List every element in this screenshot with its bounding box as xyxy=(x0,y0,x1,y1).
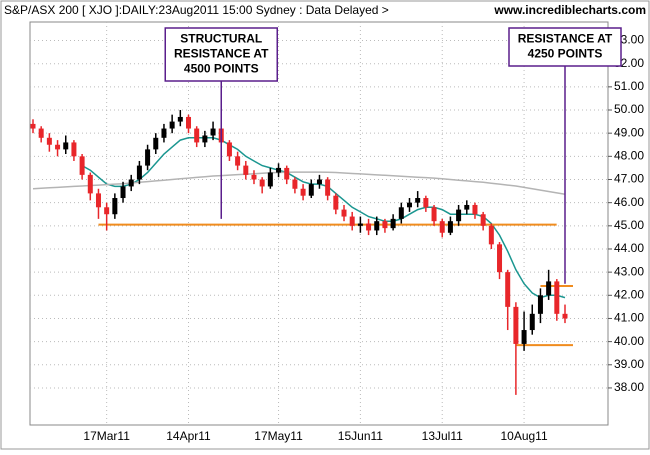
candle-body xyxy=(464,204,470,210)
candle-body xyxy=(521,330,527,344)
candle-body xyxy=(292,179,298,189)
annotation-text: 4250 POINTS xyxy=(528,47,603,61)
candle-body xyxy=(128,179,134,187)
candle-body xyxy=(38,128,44,138)
candle-body xyxy=(423,198,429,208)
candle-body xyxy=(251,174,257,180)
candle-body xyxy=(480,214,486,226)
candle-body xyxy=(546,281,552,296)
y-tick-label: 40.00 xyxy=(614,334,644,348)
candle-body xyxy=(153,137,159,150)
y-tick-label: 44.00 xyxy=(614,241,644,255)
candle-body xyxy=(406,202,412,208)
candle-body xyxy=(186,116,192,129)
candle-body xyxy=(284,167,290,180)
y-tick-label: 45.00 xyxy=(614,218,644,232)
candle-body xyxy=(456,209,462,222)
candle-body xyxy=(554,281,560,314)
candle-body xyxy=(431,207,437,222)
x-tick-label: 13Jul11 xyxy=(422,429,463,443)
source: www.incrediblecharts.com xyxy=(493,3,646,17)
candle-body xyxy=(341,209,347,217)
candle-body xyxy=(226,142,232,157)
candle-body xyxy=(30,123,36,129)
candle-body xyxy=(390,218,396,229)
y-tick-label: 50.00 xyxy=(614,102,644,116)
candle-body xyxy=(136,165,142,180)
candle-body xyxy=(497,244,503,273)
y-tick-label: 51.00 xyxy=(614,79,644,93)
candle-body xyxy=(63,142,69,150)
candle-body xyxy=(112,198,118,215)
candle-body xyxy=(366,223,372,231)
y-tick-label: 38.00 xyxy=(614,380,644,394)
candle-body xyxy=(488,225,494,245)
y-tick-label: 46.00 xyxy=(614,195,644,209)
plot-area xyxy=(29,21,609,426)
candle-body xyxy=(333,195,339,210)
candle-body xyxy=(505,272,511,307)
candle-body xyxy=(161,128,167,138)
annotation-text: STRUCTURAL xyxy=(180,32,262,46)
x-tick-label: 10Aug11 xyxy=(500,429,547,443)
candle-body xyxy=(382,221,388,229)
candle-body xyxy=(145,149,151,166)
candle-body xyxy=(300,188,306,196)
annotation-text: RESISTANCE AT xyxy=(518,32,613,46)
candle-body xyxy=(194,128,200,143)
candle-body xyxy=(210,128,216,136)
x-tick-label: 14Apr11 xyxy=(166,429,211,443)
candle-body xyxy=(95,193,101,208)
chart-title: S&P/ASX 200 [ XJO ]:DAILY:23Aug2011 15:0… xyxy=(4,3,389,17)
candle-body xyxy=(267,172,273,187)
candle-body xyxy=(243,165,249,175)
candle-body xyxy=(87,174,93,194)
candle-body xyxy=(439,221,445,233)
candle-body xyxy=(537,295,543,314)
candle-body xyxy=(513,306,519,344)
candle-body xyxy=(447,221,453,233)
annotation-box xyxy=(164,27,278,82)
annotation-box xyxy=(508,27,622,67)
candle-body xyxy=(357,223,363,226)
moving-average xyxy=(32,171,566,196)
y-tick-label: 48.00 xyxy=(614,149,644,163)
candle-body xyxy=(529,313,535,331)
candle-body xyxy=(276,167,282,173)
candle-body xyxy=(71,142,77,157)
candle-body xyxy=(562,313,568,319)
candle-body xyxy=(308,184,314,196)
candle-body xyxy=(104,207,110,215)
y-tick-label: 41.00 xyxy=(614,311,644,325)
candle-body xyxy=(55,144,61,150)
candle-body xyxy=(325,179,331,196)
candle-body xyxy=(177,116,183,122)
candle-body xyxy=(415,198,421,203)
candle-body xyxy=(169,121,175,129)
x-tick-label: 15Jun11 xyxy=(338,429,383,443)
x-tick-label: 17Mar11 xyxy=(83,429,130,443)
y-tick-label: 47.00 xyxy=(614,172,644,186)
annotation-text: 4500 POINTS xyxy=(184,62,259,76)
candle-body xyxy=(46,137,52,145)
candle-body xyxy=(202,135,208,143)
candle-body xyxy=(316,179,322,185)
y-tick-label: 43.00 xyxy=(614,264,644,278)
candle-body xyxy=(472,204,478,215)
candle-body xyxy=(259,179,265,187)
y-tick-label: 49.00 xyxy=(614,125,644,139)
candle-body xyxy=(398,207,404,219)
candle-body xyxy=(349,216,355,226)
annotation-text: RESISTANCE AT xyxy=(174,47,269,61)
candle-body xyxy=(374,221,380,231)
candle-body xyxy=(120,186,126,199)
x-tick-label: 17May11 xyxy=(254,429,303,443)
candle-body xyxy=(79,156,85,175)
y-tick-label: 42.00 xyxy=(614,287,644,301)
candle-body xyxy=(235,156,241,166)
y-tick-label: 39.00 xyxy=(614,357,644,371)
